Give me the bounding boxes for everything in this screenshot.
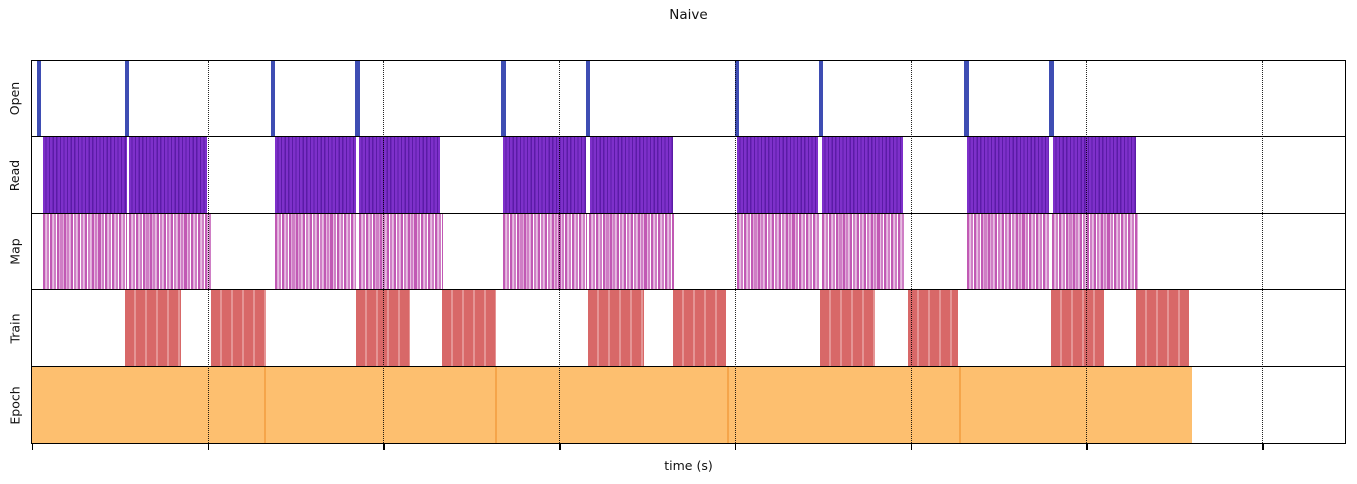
epoch-bar xyxy=(263,366,498,443)
map-bar xyxy=(589,213,675,290)
map-bar xyxy=(821,213,905,290)
x-tick xyxy=(734,443,737,450)
x-gridline xyxy=(734,61,736,443)
x-tick xyxy=(910,443,913,450)
train-bar xyxy=(124,290,181,366)
x-tick xyxy=(559,443,561,450)
epoch-bar xyxy=(726,366,961,443)
open-event-bar xyxy=(355,61,360,137)
map-bar xyxy=(966,213,1051,290)
row-map xyxy=(32,213,1345,291)
x-gridline xyxy=(1262,61,1264,443)
train-bar xyxy=(907,290,958,366)
map-bar xyxy=(274,213,357,290)
row-label-text: Open xyxy=(7,81,23,116)
open-event-bar xyxy=(818,61,824,137)
x-gridline xyxy=(559,61,561,443)
y-axis-label-map: Map xyxy=(0,214,30,291)
open-event-bar xyxy=(501,61,506,137)
x-gridline xyxy=(383,61,385,443)
y-axis-labels: Open Read Map Train Epoch xyxy=(0,60,30,444)
train-bar xyxy=(356,290,411,366)
train-bar xyxy=(819,290,875,366)
read-bar xyxy=(736,137,818,213)
chart-title: Naive xyxy=(669,7,708,23)
x-tick xyxy=(1086,443,1088,450)
read-bar xyxy=(503,137,587,213)
x-axis-label: time (s) xyxy=(664,458,713,473)
row-epoch xyxy=(32,366,1345,443)
train-bar xyxy=(1136,290,1190,366)
read-bar xyxy=(358,137,441,213)
epoch-bar xyxy=(958,366,1193,443)
read-bar xyxy=(590,137,673,213)
map-bar xyxy=(128,213,212,290)
train-bar xyxy=(673,290,726,366)
x-tick xyxy=(383,443,385,450)
row-label-text: Train xyxy=(7,313,23,344)
row-label-text: Epoch xyxy=(7,386,23,425)
open-event-bar xyxy=(585,61,591,137)
row-read xyxy=(32,137,1345,214)
open-event-bar xyxy=(734,61,740,137)
open-event-bar xyxy=(270,61,276,137)
train-bar xyxy=(210,290,266,366)
open-event-bar xyxy=(124,61,130,137)
read-bar xyxy=(43,137,127,213)
plot-area xyxy=(31,60,1346,450)
map-bar xyxy=(358,213,444,290)
x-gridline xyxy=(207,61,209,443)
y-axis-label-train: Train xyxy=(0,290,30,367)
row-label-text: Read xyxy=(7,159,23,191)
y-axis-label-read: Read xyxy=(0,137,30,214)
read-bar xyxy=(966,137,1050,213)
x-gridline xyxy=(910,61,912,443)
x-tick xyxy=(207,443,210,450)
open-event-bar xyxy=(964,61,969,137)
read-bar xyxy=(1053,137,1137,213)
map-bar xyxy=(736,213,820,290)
map-bar xyxy=(1052,213,1139,290)
y-axis-label-epoch: Epoch xyxy=(0,367,30,444)
open-event-bar xyxy=(1049,61,1054,137)
row-label-text: Map xyxy=(7,238,23,266)
train-bar xyxy=(442,290,497,366)
train-bar xyxy=(588,290,645,366)
y-axis-label-open: Open xyxy=(0,60,30,137)
read-bar xyxy=(821,137,903,213)
train-bar xyxy=(1051,290,1105,366)
epoch-bar xyxy=(495,366,729,443)
row-train xyxy=(32,290,1345,367)
read-bar xyxy=(128,137,207,213)
epoch-bar xyxy=(32,366,264,443)
row-open xyxy=(32,61,1345,138)
read-bar xyxy=(274,137,356,213)
map-bar xyxy=(43,213,127,290)
x-tick xyxy=(32,443,34,450)
map-bar xyxy=(503,213,588,290)
x-tick xyxy=(1262,443,1264,450)
x-gridline xyxy=(1086,61,1088,443)
open-event-bar xyxy=(36,61,42,137)
